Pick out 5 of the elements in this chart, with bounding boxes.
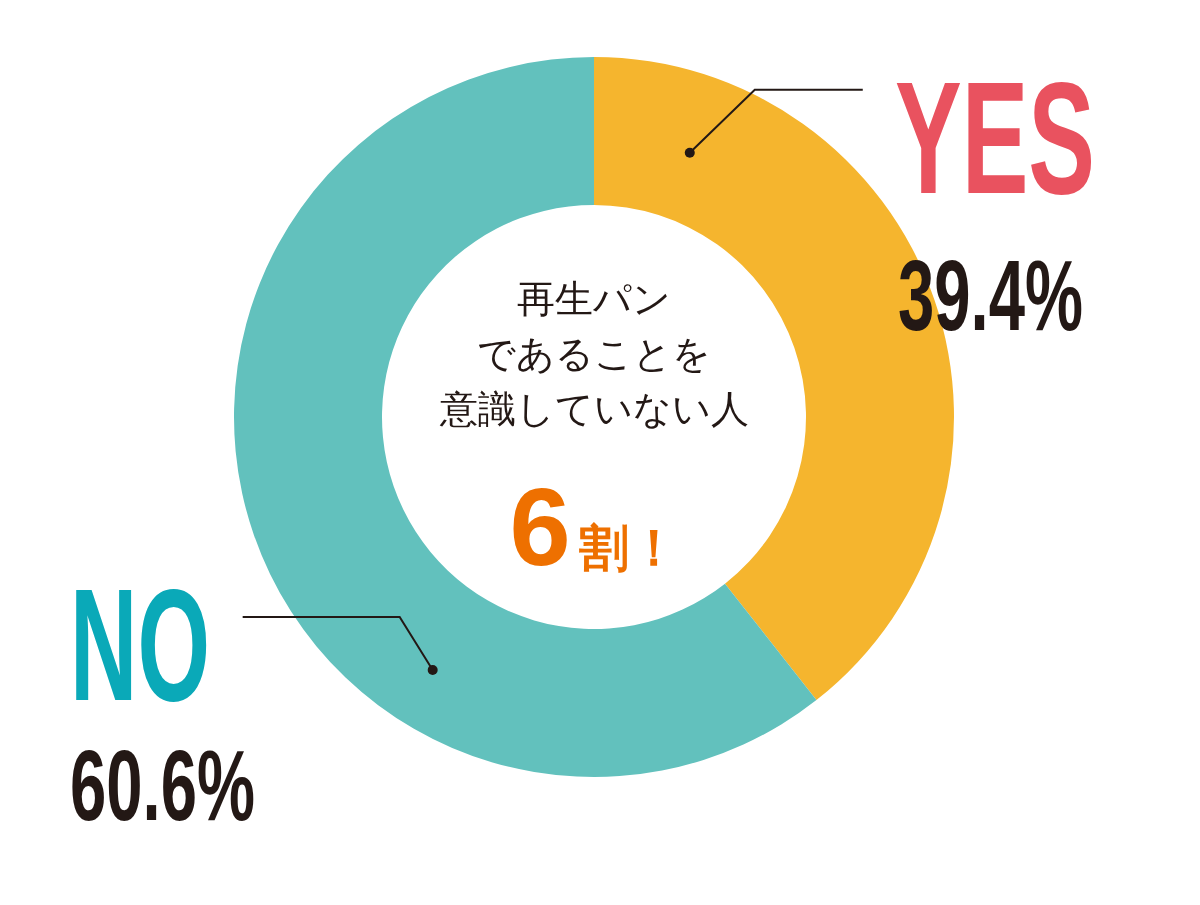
slice-label: YES	[895, 48, 1200, 227]
text: 6割！	[509, 465, 679, 588]
text: 意識していない人	[438, 388, 749, 430]
text: であることを	[477, 333, 711, 375]
text: 再生パン	[517, 278, 671, 320]
